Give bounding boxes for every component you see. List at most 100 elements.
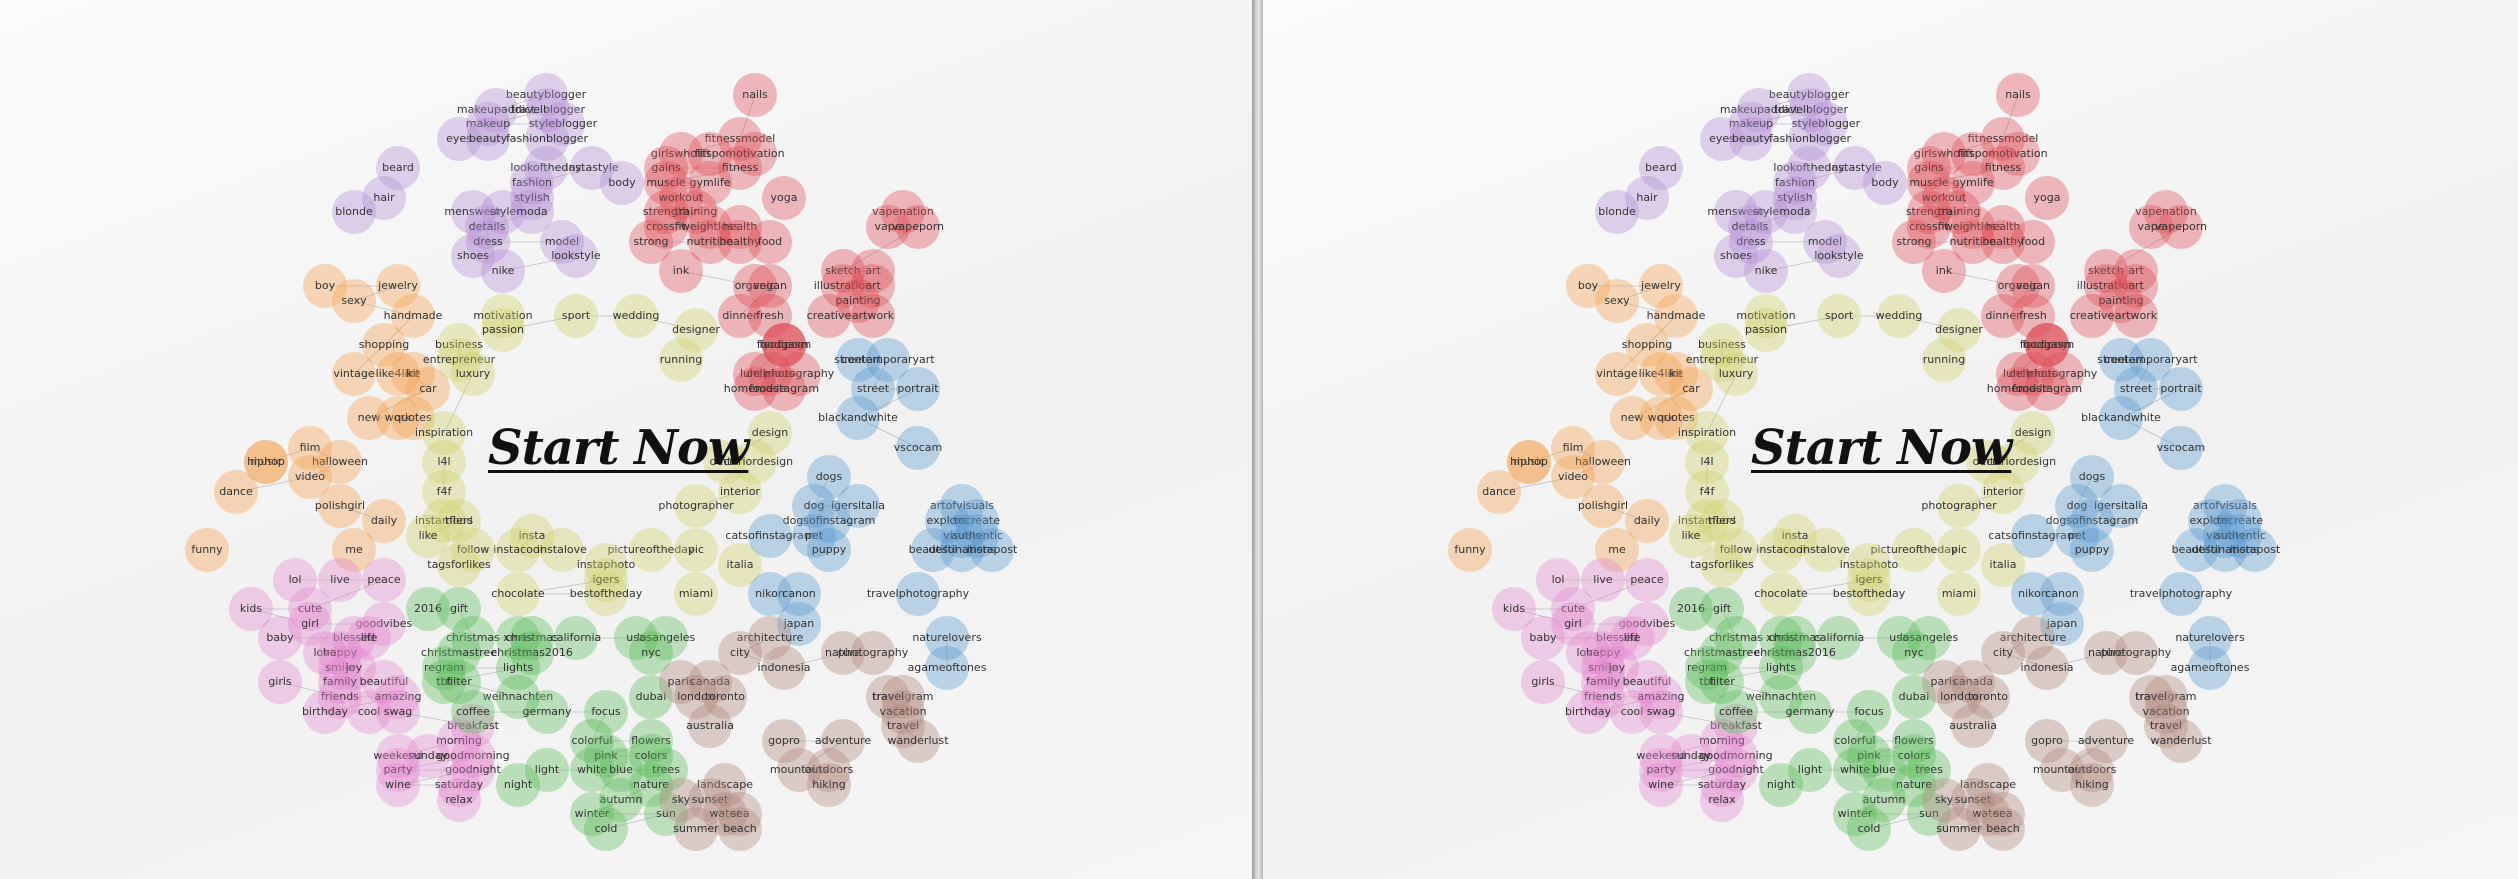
hashtag-bubble[interactable]: cold bbox=[1847, 807, 1891, 851]
hashtag-bubble[interactable]: 2016 bbox=[406, 587, 450, 631]
hashtag-bubble[interactable]: muscle bbox=[644, 161, 688, 205]
hashtag-bubble[interactable]: filter bbox=[1700, 660, 1744, 704]
hashtag-bubble[interactable]: street bbox=[2114, 367, 2158, 411]
hashtag-bubble[interactable]: nature bbox=[629, 763, 673, 807]
hashtag-bubble[interactable]: swag bbox=[1639, 690, 1683, 734]
hashtag-bubble[interactable]: nyc bbox=[1892, 631, 1936, 675]
hashtag-bubble[interactable]: handmade bbox=[1647, 294, 1706, 338]
hashtag-bubble[interactable]: cool bbox=[1610, 690, 1654, 734]
hashtag-bubble[interactable]: cute bbox=[1551, 587, 1595, 631]
hashtag-bubble[interactable]: vintage bbox=[1595, 352, 1639, 396]
hashtag-bubble[interactable]: art bbox=[851, 264, 895, 308]
hashtag-bubble[interactable]: visuals bbox=[940, 514, 984, 558]
hashtag-bubble[interactable]: blessed bbox=[1595, 616, 1639, 660]
hashtag-bubble[interactable]: eyes bbox=[1700, 117, 1744, 161]
hashtag-bubble[interactable]: beautiful bbox=[360, 660, 409, 704]
hashtag-bubble[interactable]: summer bbox=[673, 807, 719, 851]
hashtag-bubble[interactable]: friends bbox=[318, 675, 362, 719]
hashtag-bubble[interactable]: losangeles bbox=[1900, 616, 1959, 660]
hashtag-bubble[interactable]: instaphoto bbox=[1840, 543, 1899, 587]
hashtag-bubble[interactable]: wine bbox=[376, 763, 420, 807]
hashtag-bubble[interactable]: travelblogger bbox=[511, 88, 585, 132]
hashtag-bubble[interactable]: dinner bbox=[1981, 294, 2025, 338]
hashtag-bubble[interactable]: strong bbox=[629, 220, 673, 264]
hashtag-bubble[interactable]: yummy bbox=[762, 323, 806, 367]
hashtag-bubble[interactable]: vegan bbox=[748, 264, 792, 308]
hashtag-bubble[interactable]: polishgirl bbox=[315, 484, 365, 528]
hashtag-bubble[interactable]: light bbox=[525, 748, 569, 792]
hashtag-bubble[interactable]: instastyle bbox=[565, 146, 619, 190]
hashtag-bubble[interactable]: decor bbox=[1966, 440, 2010, 484]
hashtag-bubble[interactable]: agameoftones bbox=[2171, 646, 2250, 690]
hashtag-bubble[interactable]: breakfast bbox=[1710, 704, 1763, 748]
hashtag-bubble[interactable]: mountains bbox=[770, 748, 828, 792]
hashtag-bubble[interactable]: indonesia bbox=[2020, 646, 2074, 690]
hashtag-bubble[interactable]: water bbox=[1966, 792, 2010, 836]
hashtag-bubble[interactable]: kit bbox=[391, 352, 435, 396]
hashtag-bubble[interactable]: goodvibes bbox=[356, 602, 413, 646]
hashtag-bubble[interactable]: streetart bbox=[834, 338, 883, 382]
hashtag-bubble[interactable]: goodnight bbox=[1708, 748, 1765, 792]
hashtag-bubble[interactable]: live bbox=[318, 558, 362, 602]
hashtag-bubble[interactable]: gopro bbox=[2025, 719, 2069, 763]
hashtag-bubble[interactable]: makeup bbox=[466, 102, 510, 146]
hashtag-bubble[interactable]: nike bbox=[1744, 249, 1788, 293]
hashtag-bubble[interactable]: instapost bbox=[967, 528, 1018, 572]
hashtag-bubble[interactable]: vapeporn bbox=[892, 205, 944, 249]
hashtag-bubble[interactable]: artwork bbox=[2114, 294, 2158, 338]
hashtag-bubble[interactable]: filter bbox=[437, 660, 481, 704]
hashtag-bubble[interactable]: vegan bbox=[2011, 264, 2055, 308]
hashtag-bubble[interactable]: weihnachten bbox=[1746, 675, 1817, 719]
hashtag-bubble[interactable]: paris bbox=[1922, 660, 1966, 704]
hashtag-bubble[interactable]: strong bbox=[1892, 220, 1936, 264]
hashtag-bubble[interactable]: yoga bbox=[2025, 176, 2069, 220]
hashtag-bubble[interactable]: pic bbox=[674, 528, 718, 572]
hashtag-bubble[interactable]: explore bbox=[925, 499, 969, 543]
hashtag-bubble[interactable]: usa bbox=[614, 616, 658, 660]
hashtag-bubble[interactable]: travel bbox=[2144, 704, 2188, 748]
hashtag-bubble[interactable]: outdoors bbox=[805, 748, 854, 792]
hashtag-bubble[interactable]: eyes bbox=[437, 117, 481, 161]
hashtag-bubble[interactable]: girlswholift bbox=[651, 132, 712, 176]
hashtag-bubble[interactable]: vintage bbox=[332, 352, 376, 396]
hashtag-bubble[interactable]: instacool bbox=[1756, 528, 1806, 572]
hashtag-bubble[interactable]: gift bbox=[1700, 587, 1744, 631]
hashtag-bubble[interactable]: fitnessmodel bbox=[1968, 117, 2039, 161]
hashtag-bubble[interactable]: shopping bbox=[359, 323, 409, 367]
hashtag-bubble[interactable]: canada bbox=[1951, 660, 1995, 704]
hashtag-bubble[interactable]: sport bbox=[1817, 294, 1861, 338]
hashtag-bubble[interactable]: gift bbox=[437, 587, 481, 631]
hashtag-bubble[interactable]: strength bbox=[1906, 190, 1952, 234]
hashtag-bubble[interactable]: adventure bbox=[815, 719, 872, 763]
hashtag-bubble[interactable]: foodgasm bbox=[2020, 323, 2074, 367]
hashtag-bubble[interactable]: contemporaryart bbox=[2104, 338, 2198, 382]
hashtag-bubble[interactable]: cold bbox=[584, 807, 628, 851]
hashtag-bubble[interactable]: weightloss bbox=[1944, 205, 2003, 249]
hashtag-bubble[interactable]: motivation bbox=[1736, 294, 1796, 338]
hashtag-bubble[interactable]: italia bbox=[1981, 543, 2025, 587]
hashtag-bubble[interactable]: travelblogger bbox=[1774, 88, 1848, 132]
hashtag-bubble[interactable]: body bbox=[1863, 161, 1907, 205]
hashtag-bubble[interactable]: authentic bbox=[2214, 514, 2266, 558]
hashtag-bubble[interactable]: moda bbox=[510, 190, 554, 234]
hashtag-bubble[interactable]: artofvisuals bbox=[930, 484, 994, 528]
hashtag-bubble[interactable]: joy bbox=[1595, 646, 1639, 690]
hashtag-bubble[interactable]: painting bbox=[835, 279, 881, 323]
hashtag-bubble[interactable]: artwork bbox=[851, 294, 895, 338]
hashtag-bubble[interactable]: nutrition bbox=[1950, 220, 1997, 264]
hashtag-bubble[interactable]: music bbox=[244, 440, 288, 484]
hashtag-bubble[interactable]: dogsofinstagram bbox=[2046, 499, 2139, 543]
hashtag-bubble[interactable]: germany bbox=[1785, 690, 1835, 734]
hashtag-bubble[interactable]: girls bbox=[1521, 660, 1565, 704]
hashtag-bubble[interactable]: instamood bbox=[1678, 499, 1736, 543]
hashtag-bubble[interactable]: dress bbox=[466, 220, 510, 264]
hashtag-bubble[interactable]: life bbox=[1610, 616, 1654, 660]
hashtag-bubble[interactable]: family bbox=[1581, 660, 1625, 704]
hashtag-bubble[interactable]: passion bbox=[481, 308, 525, 352]
hashtag-bubble[interactable]: focus bbox=[584, 690, 628, 734]
hashtag-bubble[interactable]: catsofinstagram bbox=[725, 514, 815, 558]
hashtag-bubble[interactable]: inspiration bbox=[1678, 411, 1736, 455]
hashtag-bubble[interactable]: beauty bbox=[466, 117, 510, 161]
hashtag-bubble[interactable]: catsofinstagram bbox=[1988, 514, 2078, 558]
hashtag-bubble[interactable]: designer bbox=[1935, 308, 1983, 352]
